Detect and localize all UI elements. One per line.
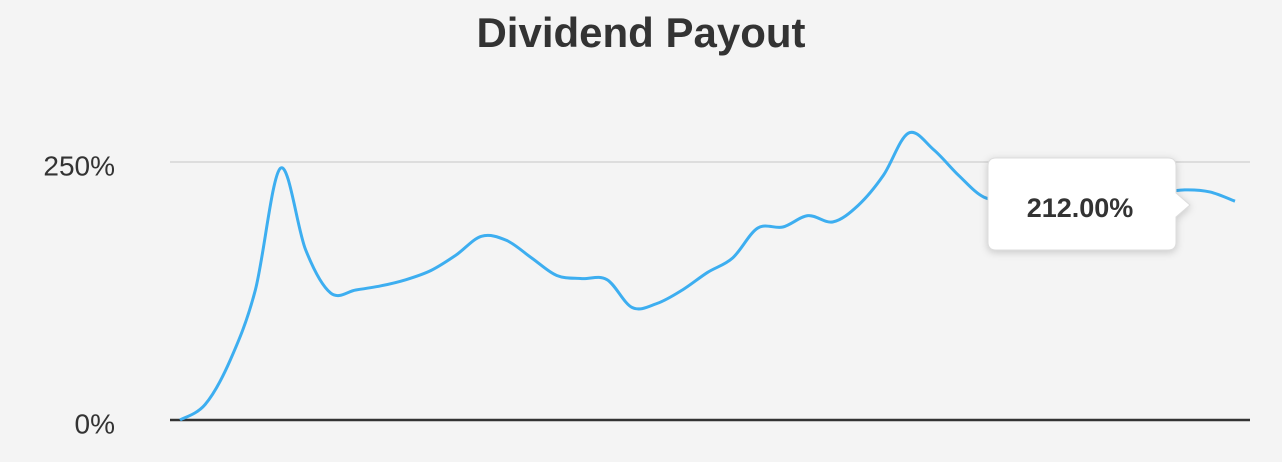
tooltip: 212.00%	[987, 157, 1191, 251]
tooltip-label: 212.00%	[1027, 193, 1134, 223]
chart-title: Dividend Payout	[476, 9, 805, 56]
y-tick-label: 0%	[75, 408, 115, 439]
y-tick-label: 250%	[43, 150, 115, 181]
tooltip-box	[987, 157, 1191, 251]
